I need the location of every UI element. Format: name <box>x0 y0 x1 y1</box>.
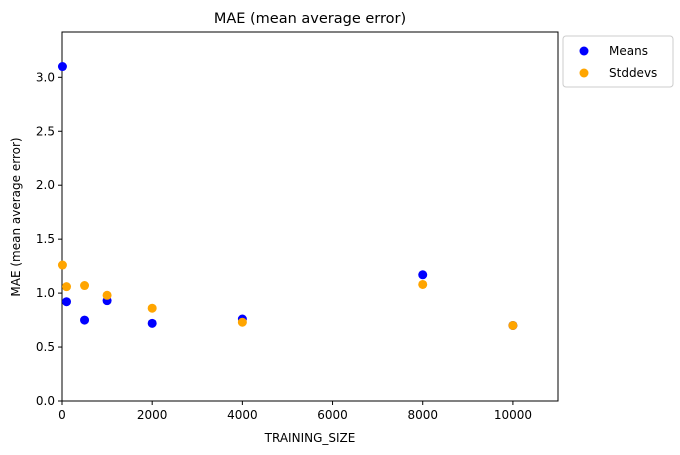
plot-area <box>61 31 559 402</box>
chart-title: MAE (mean average error) <box>214 11 406 27</box>
y-tick-label: 0.5 <box>36 340 55 354</box>
x-tick-label: 2000 <box>137 408 168 422</box>
point-stddevs <box>418 279 428 289</box>
y-axis: 0.0 0.5 1.0 1.5 2.0 2.5 3.0 <box>36 70 62 408</box>
point-stddevs <box>508 320 518 330</box>
legend-marker-stddevs <box>579 68 589 78</box>
y-axis-label: MAE (mean average error) <box>9 137 23 296</box>
y-tick-label: 2.5 <box>36 124 55 138</box>
point-means <box>80 315 90 325</box>
x-axis-label: TRAINING_SIZE <box>264 431 356 445</box>
point-stddevs <box>80 281 90 291</box>
legend-box <box>562 35 674 88</box>
point-means <box>418 270 428 280</box>
x-tick-label: 4000 <box>227 408 258 422</box>
point-means <box>147 318 157 328</box>
point-stddevs <box>57 260 67 270</box>
point-stddevs <box>62 282 72 292</box>
x-tick-label: 0 <box>58 408 66 422</box>
y-tick-label: 1.5 <box>36 232 55 246</box>
x-tick-label: 8000 <box>407 408 438 422</box>
legend-label-stddevs: Stddevs <box>609 66 657 80</box>
y-tick-label: 1.0 <box>36 286 55 300</box>
x-axis: 0 2000 4000 6000 8000 10000 <box>58 401 532 422</box>
y-tick-label: 3.0 <box>36 70 55 84</box>
x-tick-label: 10000 <box>494 408 532 422</box>
legend: Means Stddevs <box>562 35 674 88</box>
x-tick-label: 6000 <box>317 408 348 422</box>
legend-marker-means <box>579 46 589 56</box>
point-means <box>62 297 72 307</box>
point-stddevs <box>237 317 247 327</box>
point-stddevs <box>147 303 157 313</box>
legend-label-means: Means <box>609 44 648 58</box>
y-tick-label: 0.0 <box>36 394 55 408</box>
y-tick-label: 2.0 <box>36 178 55 192</box>
data-points <box>57 62 518 330</box>
point-means <box>57 62 67 72</box>
point-stddevs <box>102 290 112 300</box>
